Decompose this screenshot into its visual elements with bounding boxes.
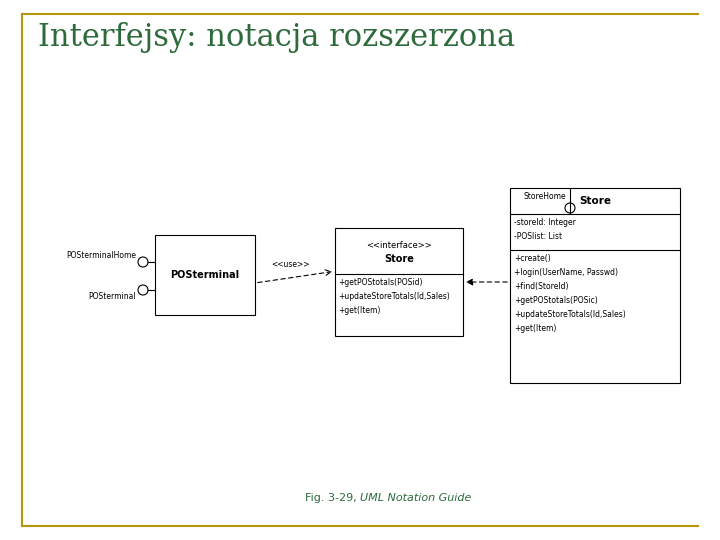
Bar: [155, 235, 255, 315]
Text: +updateStoreTotals(Id,Sales): +updateStoreTotals(Id,Sales): [338, 292, 450, 301]
Text: POSterminalHome: POSterminalHome: [66, 251, 136, 260]
Bar: [510, 188, 680, 383]
Text: +create(): +create(): [514, 254, 551, 263]
Text: Fig. 3-29,: Fig. 3-29,: [305, 493, 360, 503]
Text: <<use>>: <<use>>: [271, 260, 310, 269]
Text: -POSlist: List: -POSlist: List: [514, 232, 562, 241]
Text: POSterminal: POSterminal: [89, 292, 136, 301]
Text: -storeId: Integer: -storeId: Integer: [514, 218, 576, 227]
Text: +find(StoreId): +find(StoreId): [514, 282, 569, 291]
Bar: [335, 228, 463, 336]
Text: Interfejsy: notacja rozszerzona: Interfejsy: notacja rozszerzona: [38, 22, 515, 53]
Text: POSterminal: POSterminal: [171, 270, 240, 280]
Text: <<interface>>: <<interface>>: [366, 241, 432, 250]
Text: +get(Item): +get(Item): [338, 306, 380, 315]
Text: +get(Item): +get(Item): [514, 324, 557, 333]
Text: +login(UserName, Passwd): +login(UserName, Passwd): [514, 268, 618, 277]
Text: UML Notation Guide: UML Notation Guide: [360, 493, 472, 503]
Text: Store: Store: [579, 196, 611, 206]
Text: +getPOStotals(POSic): +getPOStotals(POSic): [514, 296, 598, 305]
Text: Store: Store: [384, 254, 414, 264]
Text: StoreHome: StoreHome: [523, 192, 566, 201]
Text: +updateStoreTotals(Id,Sales): +updateStoreTotals(Id,Sales): [514, 310, 626, 319]
Text: +getPOStotals(POSid): +getPOStotals(POSid): [338, 278, 423, 287]
